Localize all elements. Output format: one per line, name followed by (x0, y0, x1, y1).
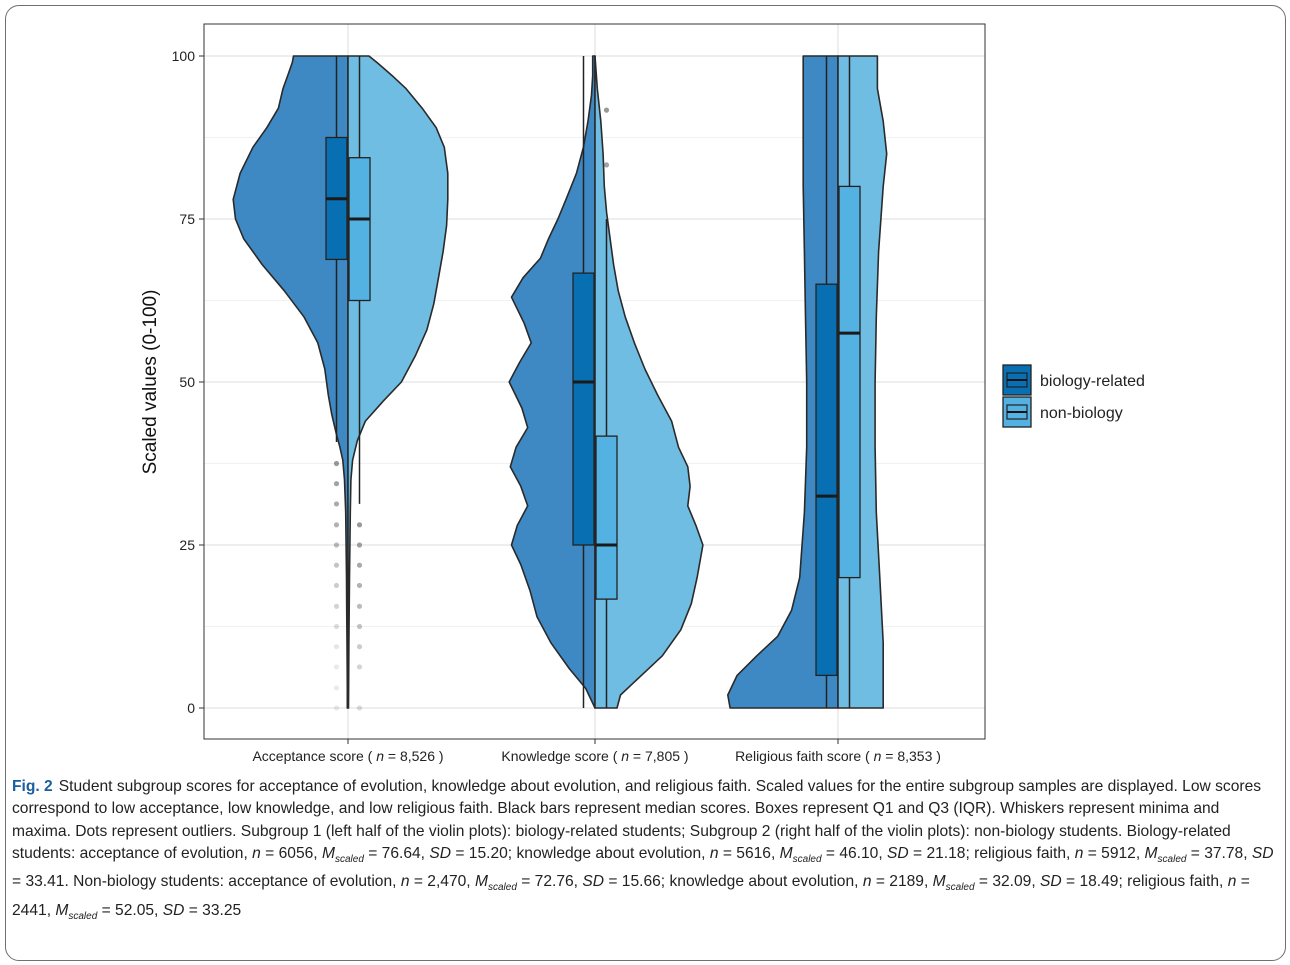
outlier-point (333, 481, 340, 487)
caption-run: = 37.78, (1186, 844, 1252, 862)
caption-run: scaled (487, 882, 517, 894)
caption-run: = 33.41. Non-biology students: acceptanc… (12, 873, 401, 891)
caption-run: scaled (68, 910, 98, 922)
outlier-point (333, 623, 340, 630)
box-non-biology-2 (838, 185, 861, 579)
box-biology-related-1 (572, 272, 595, 546)
caption-run: = 2189, (871, 873, 933, 891)
caption-run: n (1074, 844, 1084, 862)
y-tick-label: 0 (187, 700, 195, 716)
caption-run: SD (429, 844, 452, 862)
boxplots (325, 56, 861, 708)
caption-run: scaled (945, 882, 975, 894)
outlier-point (333, 582, 340, 589)
caption-run: = 21.18; religious faith, (908, 844, 1075, 862)
caption-run: = 5912, (1083, 844, 1145, 862)
caption-run: = 18.49; religious faith, (1061, 873, 1228, 891)
outlier-point (333, 664, 340, 670)
outlier-point (356, 623, 363, 630)
caption-run: = 52.05, (97, 901, 163, 919)
caption-run: M (1144, 844, 1158, 862)
caption-run: n (709, 844, 719, 862)
box-non-biology-0 (348, 157, 371, 302)
y-tick-label: 75 (179, 211, 195, 227)
caption-run: n (252, 844, 261, 862)
violin-non-biology-1 (594, 55, 704, 709)
caption-run: scaled (334, 854, 364, 865)
outlier-point (356, 582, 363, 589)
caption-run: scaled (792, 854, 822, 865)
outlier-point (333, 460, 340, 467)
outliers (333, 107, 610, 711)
caption-run: SD (1040, 873, 1062, 891)
caption-label: Fig. 2 (12, 778, 53, 795)
caption-run: SD (582, 873, 605, 891)
outlier-point (333, 542, 340, 548)
outlier-point (333, 644, 340, 650)
violin-biology-related-0 (232, 55, 349, 709)
caption-run: SD (162, 901, 185, 919)
caption-run: = 15.20; knowledge about evolution, (451, 844, 710, 862)
outlier-point (356, 705, 363, 711)
x-tick-label: Religious faith score ( n = 8,353 ) (735, 748, 941, 764)
outlier-point (603, 162, 610, 168)
caption-run: M (321, 844, 335, 862)
caption-run: M (932, 873, 946, 891)
caption-run: SD (887, 844, 909, 862)
outlier-point (356, 562, 363, 568)
outlier-point (356, 644, 363, 650)
outlier-point (333, 562, 340, 568)
caption-run: = 2,470, (409, 873, 475, 891)
figure-frame (5, 5, 1286, 961)
caption-text: Fig. 2 Student subgroup scores for accept… (12, 776, 1280, 928)
x-tick-label: Knowledge score ( n = 7,805 ) (501, 748, 688, 764)
x-tick-label: Acceptance score ( n = 8,526 ) (252, 748, 443, 764)
outlier-point (356, 542, 363, 548)
caption-run: n (400, 873, 410, 891)
caption-run: n (862, 873, 872, 891)
outlier-point (333, 705, 340, 711)
caption-run: = 76.64, (363, 844, 430, 862)
violins (232, 55, 888, 709)
violin-non-biology-0 (347, 55, 449, 709)
y-tick-label: 25 (179, 537, 195, 553)
violin-biology-related-2 (727, 55, 839, 709)
caption-run: = 32.09, (974, 873, 1041, 891)
outlier-point (356, 603, 363, 609)
caption-run: = 72.76, (516, 873, 583, 891)
outlier-point (356, 522, 363, 528)
caption-run: Student subgroup scores for acceptance o… (12, 778, 1262, 862)
caption-run: SD (1251, 844, 1274, 862)
caption-run: = 15.66; knowledge about evolution, (604, 873, 863, 891)
caption-run: = 6056, (260, 844, 322, 862)
y-tick-label: 100 (172, 48, 196, 64)
caption-run: M (779, 844, 793, 862)
box-non-biology-1 (595, 435, 618, 600)
outlier-point (603, 107, 610, 113)
legend-label: biology-related (1040, 373, 1145, 390)
legend: biology-related non-biology (1002, 364, 1145, 428)
caption-run: M (474, 873, 488, 891)
caption-run: M (55, 901, 69, 919)
axes: 0 25 50 75 100 Acceptance score ( n = 8,526 )… (172, 48, 941, 764)
outlier-point (333, 522, 340, 528)
outlier-point (333, 685, 340, 691)
figure-caption: Fig. 2 Student subgroup scores for accept… (12, 776, 1280, 928)
y-tick-label: 50 (179, 374, 195, 390)
outlier-point (356, 664, 363, 670)
caption-run: scaled (1157, 854, 1187, 865)
box-biology-related-2 (815, 283, 838, 677)
legend-label: non-biology (1040, 405, 1123, 422)
y-axis-label: Scaled values (0-100) (140, 290, 161, 475)
caption-run: = 5616, (718, 844, 780, 862)
caption-run: = 2441, (12, 873, 1250, 919)
caption-run: n (1227, 873, 1237, 891)
outlier-point (333, 501, 340, 507)
caption-run: = 33.25 (184, 901, 242, 919)
outlier-point (333, 603, 340, 609)
caption-run: = 46.10, (821, 844, 888, 862)
violin-chart: 0 25 50 75 100 Acceptance score ( n = 8,526 )… (140, 23, 1145, 764)
